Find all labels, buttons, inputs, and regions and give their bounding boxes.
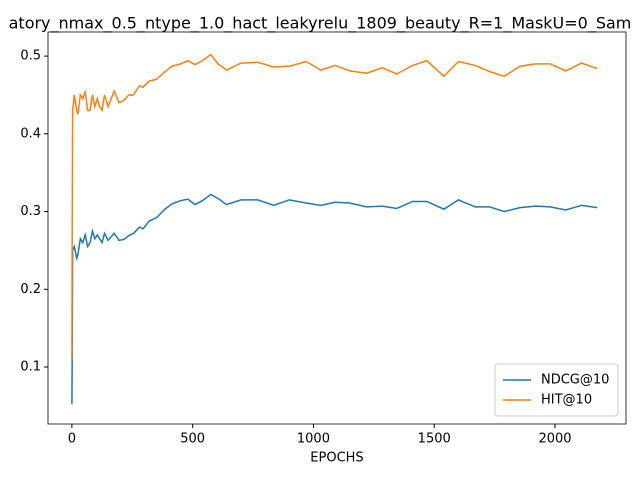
data-line bbox=[71, 193, 598, 405]
legend-label: NDCG@10 bbox=[541, 373, 609, 388]
y-tick-label: 0.5 bbox=[20, 49, 41, 64]
x-tick-label: 0 bbox=[68, 432, 76, 447]
x-tick-label: 2000 bbox=[538, 432, 571, 447]
x-tick-label: 500 bbox=[180, 432, 205, 447]
y-tick-label: 0.2 bbox=[20, 282, 41, 297]
x-axis-label: EPOCHS bbox=[310, 451, 363, 466]
x-tick-label: 1500 bbox=[418, 432, 451, 447]
chart-title: atory_nmax_0.5_ntype_1.0_hact_leakyrelu_… bbox=[9, 14, 632, 34]
plot-frame bbox=[47, 31, 627, 425]
legend-box bbox=[494, 363, 619, 417]
data-line bbox=[71, 53, 598, 360]
y-tick-label: 0.4 bbox=[20, 126, 41, 141]
y-tick-label: 0.1 bbox=[20, 360, 41, 375]
legend-label: HIT@10 bbox=[541, 393, 592, 408]
x-tick-label: 1000 bbox=[297, 432, 330, 447]
y-tick-label: 0.3 bbox=[20, 204, 41, 219]
